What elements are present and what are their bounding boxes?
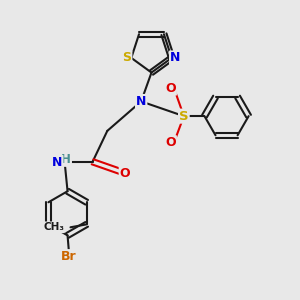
Text: H: H <box>61 153 71 166</box>
Text: N: N <box>136 95 146 108</box>
Text: N: N <box>170 51 180 64</box>
Text: CH₃: CH₃ <box>43 222 64 232</box>
Text: O: O <box>165 136 176 149</box>
Text: S: S <box>122 51 131 64</box>
Text: O: O <box>120 167 130 180</box>
Text: Br: Br <box>61 250 77 263</box>
Text: O: O <box>165 82 176 95</box>
Text: N: N <box>52 156 62 169</box>
Text: S: S <box>179 110 189 123</box>
